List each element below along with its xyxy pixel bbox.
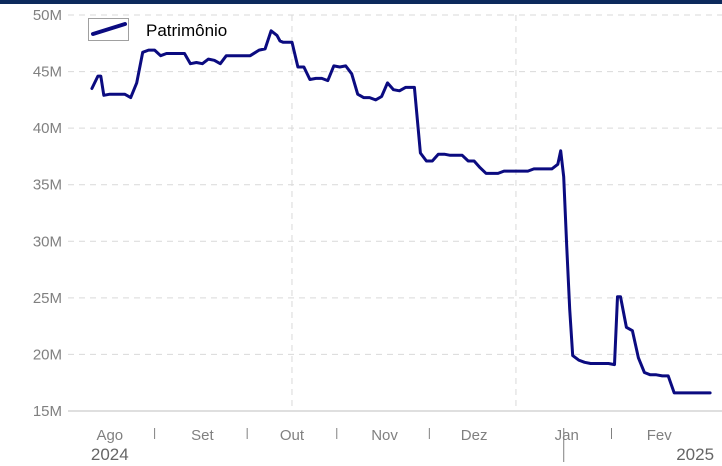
y-tick-label: 30M [33,233,62,250]
x-tick-label: Set [191,427,214,444]
grid [68,14,722,412]
series-line-0 [90,29,712,395]
y-tick-label: 40M [33,120,62,137]
x-tick-label: Dez [461,427,488,444]
y-tick-label: 25M [33,290,62,307]
x-tick-label: Fev [647,427,673,444]
x-tick-label: Out [280,427,305,444]
legend-swatch-line [91,22,127,36]
y-tick-label: 35M [33,177,62,194]
x-tick-label: Ago [96,427,123,444]
top-bar [0,0,722,4]
legend: Patrimônio [88,18,227,41]
y-tick-label: 50M [33,7,62,24]
y-tick-label: 15M [33,403,62,420]
y-tick-label: 45M [33,64,62,81]
y-tick-label: 20M [33,346,62,363]
legend-label: Patrimônio [146,21,227,40]
x-year-label: 2025 [676,445,714,464]
x-tick-label: Jan [555,427,579,444]
x-tick-label: Nov [371,427,398,444]
x-year-label: 2024 [91,445,129,464]
